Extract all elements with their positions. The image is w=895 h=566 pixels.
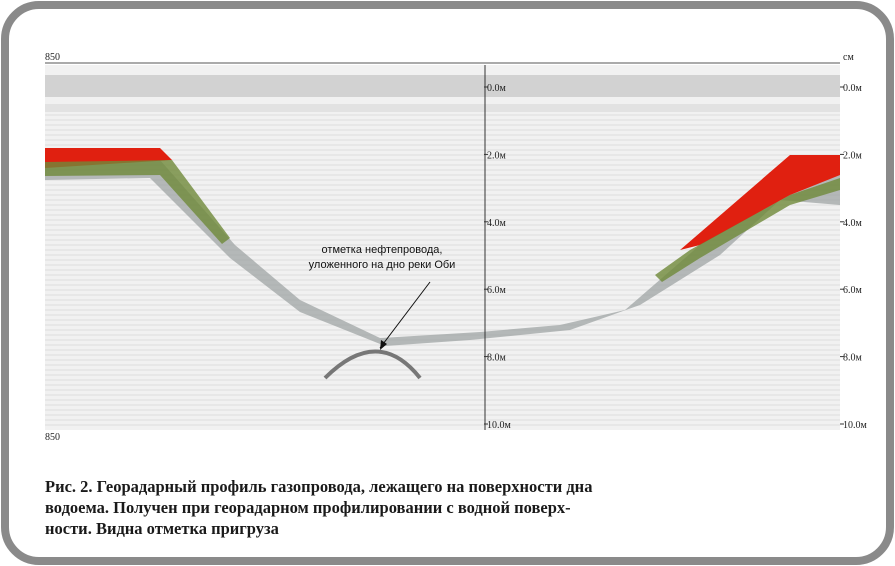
depth-label: 8.0м xyxy=(487,353,507,364)
scale-label: 850 xyxy=(45,432,60,443)
depth-label: 2.0м xyxy=(843,150,863,161)
scale-label: 850 xyxy=(45,52,60,63)
depth-label: 6.0м xyxy=(843,285,863,296)
caption: ности. Видна отметка пригруза xyxy=(45,519,279,538)
caption: Рис. 2. Георадарный профиль газопровода,… xyxy=(45,477,592,496)
depth-label: 10.0м xyxy=(487,420,512,431)
annotation: уложенного на дно реки Оби xyxy=(309,259,456,271)
depth-label: 2.0м xyxy=(487,150,507,161)
figure: 850 см 850 отметка нефтепровода, уложенн… xyxy=(0,0,895,566)
depth-label: 4.0м xyxy=(487,218,507,229)
depth-label: 0.0м xyxy=(843,83,863,94)
annotation: отметка нефтепровода, xyxy=(322,244,443,256)
depth-label: 8.0м xyxy=(843,353,863,364)
surface-band xyxy=(45,104,840,112)
caption: водоема. Получен при георадарном профили… xyxy=(45,498,571,517)
depth-label: 10.0м xyxy=(843,420,868,431)
unit-label: см xyxy=(843,52,854,63)
depth-label: 0.0м xyxy=(487,83,507,94)
surface-band xyxy=(45,75,840,97)
depth-label: 4.0м xyxy=(843,218,863,229)
depth-label: 6.0м xyxy=(487,285,507,296)
